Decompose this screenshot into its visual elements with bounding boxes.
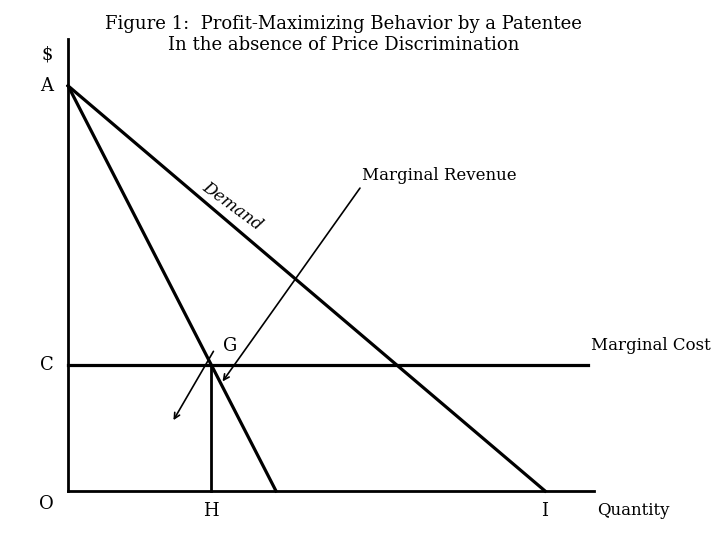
Text: Figure 1:  Profit-Maximizing Behavior by a Patentee
In the absence of Price Disc: Figure 1: Profit-Maximizing Behavior by … [105, 15, 582, 53]
Text: Demand: Demand [199, 179, 266, 234]
Text: O: O [40, 495, 54, 513]
Text: A: A [40, 77, 53, 95]
Text: Marginal Cost: Marginal Cost [591, 337, 711, 354]
Text: $: $ [41, 45, 53, 63]
Text: G: G [223, 338, 238, 355]
Text: Quantity: Quantity [597, 502, 670, 519]
Text: I: I [541, 502, 549, 520]
Text: H: H [203, 502, 219, 520]
Text: Marginal Revenue: Marginal Revenue [361, 167, 516, 184]
Text: C: C [40, 356, 53, 374]
